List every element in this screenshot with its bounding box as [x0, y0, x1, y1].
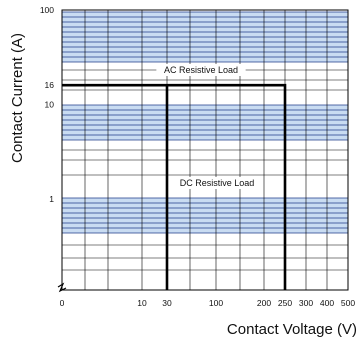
y-tick-label: 100: [40, 5, 54, 15]
plot-frame: [61, 9, 349, 291]
axis-break-icon: [57, 282, 67, 293]
x-tick-label: 30: [162, 298, 172, 308]
series-line: [62, 83, 287, 290]
y-tick-label: 10: [45, 100, 55, 110]
x-tick-label: 200: [257, 298, 271, 308]
x-tick-label: 250: [278, 298, 292, 308]
x-tick-label: 0: [60, 298, 65, 308]
series-label: AC Resistive Load: [164, 65, 238, 75]
x-tick-label: 400: [320, 298, 334, 308]
y-tick-label: 16: [45, 80, 55, 90]
x-tick-label: 10: [137, 298, 147, 308]
series-label-bg: [172, 177, 262, 189]
x-tick-label: 300: [299, 298, 313, 308]
grid-bands: [62, 12, 348, 233]
series-annotations: AC Resistive Load DC Resistive Load: [156, 64, 262, 189]
x-axis-label: Contact Voltage (V): [227, 321, 357, 338]
series-lines: [62, 83, 287, 290]
x-tick-label: 100: [209, 298, 223, 308]
x-tick-label: 500: [341, 298, 355, 308]
tick-labels: 0 10 30 100 200 250 300 400 500 1 10 16 100: [40, 5, 356, 308]
y-axis-label: Contact Current (A): [9, 33, 26, 163]
series-label: DC Resistive Load: [180, 178, 255, 188]
grid-band: [62, 105, 348, 140]
y-tick-label: 1: [49, 194, 54, 204]
series-label-bg: [156, 64, 246, 76]
grid-band: [62, 198, 348, 233]
gridlines: [62, 10, 348, 290]
